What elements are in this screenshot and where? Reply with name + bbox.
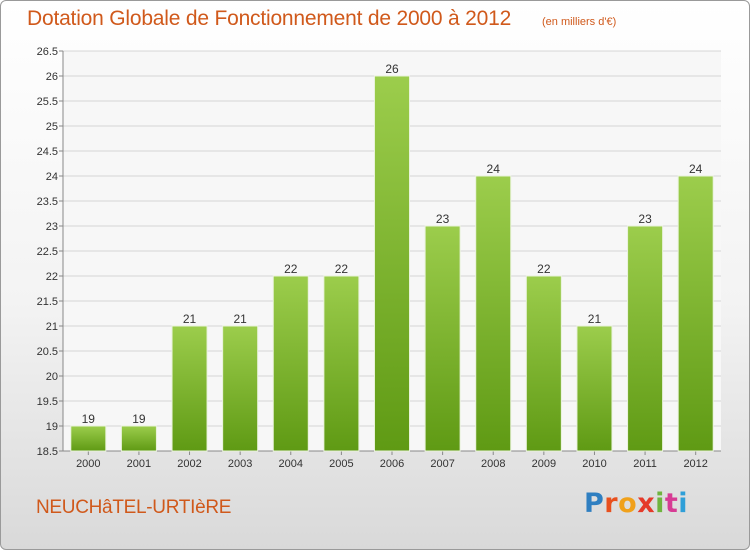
x-tick-label: 2009 — [532, 458, 556, 470]
y-tick-label: 26 — [46, 71, 58, 83]
y-tick-label: 21.5 — [37, 296, 58, 308]
chart-title: Dotation Globale de Fonctionnement de 20… — [27, 7, 512, 30]
x-tick-label: 2006 — [380, 458, 404, 470]
bar-2000 — [70, 425, 107, 452]
x-tick-label: 2007 — [430, 458, 454, 470]
y-tick-label: 22.5 — [37, 246, 58, 258]
bar-2003 — [222, 325, 259, 452]
x-tick-label: 2012 — [683, 458, 707, 470]
y-tick-label: 23.5 — [37, 196, 58, 208]
logo-letter: o — [618, 488, 638, 519]
bar-2002 — [171, 325, 208, 452]
bar-value-label: 21 — [183, 312, 197, 326]
bar-2012 — [677, 175, 714, 452]
logo-letter: r — [604, 488, 619, 519]
bar-2009 — [525, 275, 562, 452]
x-tick-label: 2003 — [228, 458, 252, 470]
bar-2010 — [576, 325, 613, 452]
bar-value-label: 26 — [385, 62, 399, 76]
labels: 18.5 19 19.5 20 20.5 21 21.5 22 22.5 23 23.5 24 24.5… — [37, 46, 708, 470]
y-tick-label: 26.5 — [37, 46, 58, 58]
y-tick-label: 18.5 — [37, 446, 58, 458]
bar-2011 — [627, 225, 664, 452]
bar-value-label: 19 — [132, 412, 146, 426]
x-tick-label: 2001 — [127, 458, 151, 470]
logo-letter: t — [664, 488, 679, 519]
y-tick-label: 20 — [46, 371, 58, 383]
commune-name: NEUCHâTEL-URTIèRE — [36, 497, 232, 518]
y-tick-label: 19 — [46, 421, 58, 433]
bars — [70, 75, 714, 452]
x-tick-label: 2008 — [481, 458, 505, 470]
bar-value-label: 24 — [689, 162, 703, 176]
bar-value-label: 24 — [487, 162, 501, 176]
y-tick-label: 21 — [46, 321, 58, 333]
x-tick-label: 2005 — [329, 458, 353, 470]
logo-letter: i — [678, 488, 689, 519]
bar-value-label: 19 — [82, 412, 96, 426]
bar-2007 — [424, 225, 461, 452]
logo-letter: P — [584, 488, 605, 519]
bar-value-label: 21 — [588, 312, 602, 326]
bar-value-label: 22 — [335, 262, 349, 276]
bar-value-label: 23 — [436, 212, 450, 226]
bar-2008 — [475, 175, 512, 452]
bar-value-label: 21 — [233, 312, 247, 326]
y-tick-label: 19.5 — [37, 396, 58, 408]
bar-value-label: 23 — [638, 212, 652, 226]
y-tick-label: 20.5 — [37, 346, 58, 358]
bar-2005 — [323, 275, 360, 452]
logo-letter: i — [655, 488, 665, 519]
x-tick-label: 2002 — [177, 458, 201, 470]
x-tick-label: 2010 — [582, 458, 606, 470]
y-tick-label: 25 — [46, 121, 58, 133]
chart-unit: (en milliers d'€) — [542, 16, 617, 28]
y-tick-label: 24 — [46, 171, 58, 183]
bar-value-label: 22 — [537, 262, 551, 276]
proxiti-logo: Proxiti — [584, 488, 688, 519]
y-tick-label: 25.5 — [37, 96, 58, 108]
bar-2006 — [374, 75, 410, 452]
bar-2001 — [120, 425, 157, 452]
y-tick-label: 24.5 — [37, 146, 58, 158]
x-tick-label: 2011 — [633, 458, 657, 470]
bar-value-label: 22 — [284, 262, 298, 276]
x-tick-label: 2000 — [76, 458, 100, 470]
logo-letter: x — [637, 488, 656, 519]
y-tick-label: 22 — [46, 271, 58, 283]
x-tick-label: 2004 — [279, 458, 303, 470]
bar-2004 — [272, 275, 309, 452]
y-tick-label: 23 — [46, 221, 58, 233]
